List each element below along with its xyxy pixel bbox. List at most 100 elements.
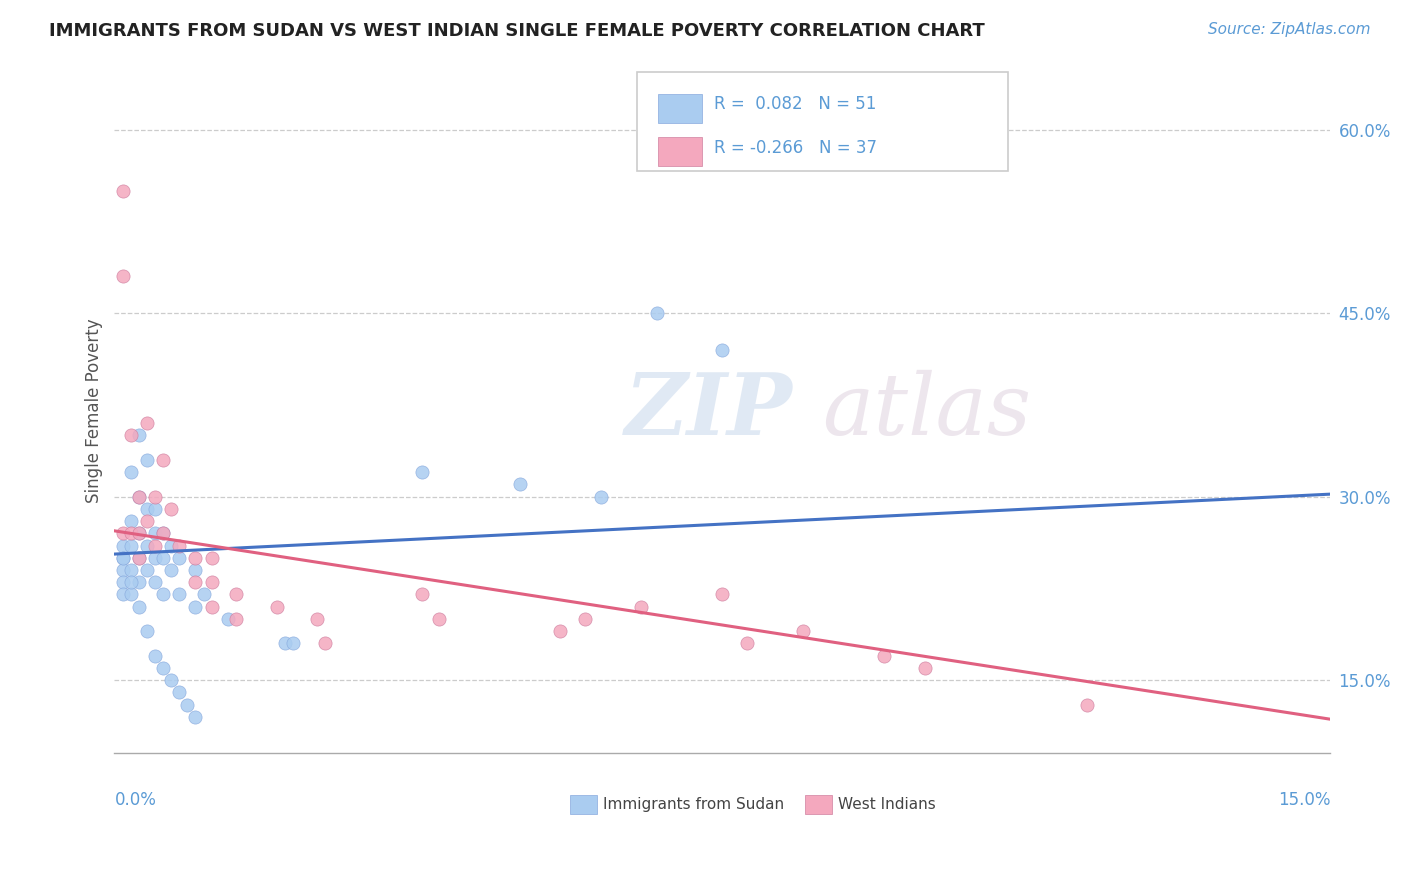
Text: IMMIGRANTS FROM SUDAN VS WEST INDIAN SINGLE FEMALE POVERTY CORRELATION CHART: IMMIGRANTS FROM SUDAN VS WEST INDIAN SIN… [49, 22, 986, 40]
Point [184, 599, 207, 614]
Point [647, 306, 669, 320]
Point [266, 599, 288, 614]
Point [120, 563, 142, 577]
Point [411, 465, 433, 479]
Text: 0.0%: 0.0% [114, 791, 156, 809]
Point [128, 490, 150, 504]
Point [201, 599, 224, 614]
FancyBboxPatch shape [637, 72, 1008, 171]
Point [711, 587, 734, 601]
Point [167, 539, 190, 553]
Point [305, 612, 328, 626]
Point [120, 587, 142, 601]
Bar [806, 795, 832, 814]
Point [152, 453, 174, 467]
Point [111, 587, 134, 601]
Point [143, 550, 166, 565]
Point [128, 526, 150, 541]
Point [184, 550, 207, 565]
Text: R =  0.082   N = 51: R = 0.082 N = 51 [714, 95, 876, 113]
Point [135, 563, 157, 577]
Point [152, 661, 174, 675]
Point [574, 612, 596, 626]
Point [120, 539, 142, 553]
Point [160, 563, 183, 577]
Point [143, 648, 166, 663]
Point [152, 587, 174, 601]
Point [111, 269, 134, 284]
Point [589, 490, 612, 504]
Point [135, 416, 157, 430]
Point [160, 539, 183, 553]
Point [143, 526, 166, 541]
Point [111, 550, 134, 565]
Point [152, 526, 174, 541]
Point [167, 685, 190, 699]
Point [167, 550, 190, 565]
Point [143, 539, 166, 553]
Point [509, 477, 531, 491]
Point [201, 575, 224, 590]
Point [167, 587, 190, 601]
Text: atlas: atlas [823, 369, 1031, 452]
Point [135, 624, 157, 639]
Point [792, 624, 814, 639]
Point [873, 648, 896, 663]
Point [225, 612, 247, 626]
Point [120, 428, 142, 442]
Point [135, 539, 157, 553]
Text: Immigrants from Sudan: Immigrants from Sudan [603, 797, 785, 813]
Point [427, 612, 450, 626]
Point [143, 575, 166, 590]
Text: Source: ZipAtlas.com: Source: ZipAtlas.com [1208, 22, 1371, 37]
Point [120, 575, 142, 590]
Point [184, 575, 207, 590]
Point [217, 612, 239, 626]
Point [184, 710, 207, 724]
Point [128, 428, 150, 442]
Point [128, 550, 150, 565]
Point [128, 550, 150, 565]
Point [128, 575, 150, 590]
Bar [658, 94, 702, 122]
Point [120, 526, 142, 541]
Point [314, 636, 336, 650]
Point [135, 514, 157, 528]
Point [143, 490, 166, 504]
Y-axis label: Single Female Poverty: Single Female Poverty [86, 318, 103, 503]
Point [630, 599, 652, 614]
Bar [571, 795, 598, 814]
Point [225, 587, 247, 601]
Point [143, 501, 166, 516]
Point [111, 563, 134, 577]
Point [135, 453, 157, 467]
Point [201, 550, 224, 565]
Text: ZIP: ZIP [626, 369, 793, 453]
Point [273, 636, 295, 650]
Point [1076, 698, 1098, 712]
Point [548, 624, 571, 639]
Point [281, 636, 304, 650]
Text: 15.0%: 15.0% [1278, 791, 1330, 809]
Point [111, 575, 134, 590]
Point [152, 550, 174, 565]
Point [160, 501, 183, 516]
Bar [658, 137, 702, 166]
Point [135, 501, 157, 516]
Point [120, 465, 142, 479]
Point [160, 673, 183, 687]
Point [111, 550, 134, 565]
Point [120, 514, 142, 528]
Point [111, 539, 134, 553]
Point [735, 636, 758, 650]
Text: R = -0.266   N = 37: R = -0.266 N = 37 [714, 138, 877, 157]
Point [711, 343, 734, 357]
Point [184, 563, 207, 577]
Point [111, 526, 134, 541]
Point [128, 526, 150, 541]
Point [111, 184, 134, 198]
Point [176, 698, 198, 712]
Point [193, 587, 215, 601]
Point [914, 661, 936, 675]
Point [128, 490, 150, 504]
